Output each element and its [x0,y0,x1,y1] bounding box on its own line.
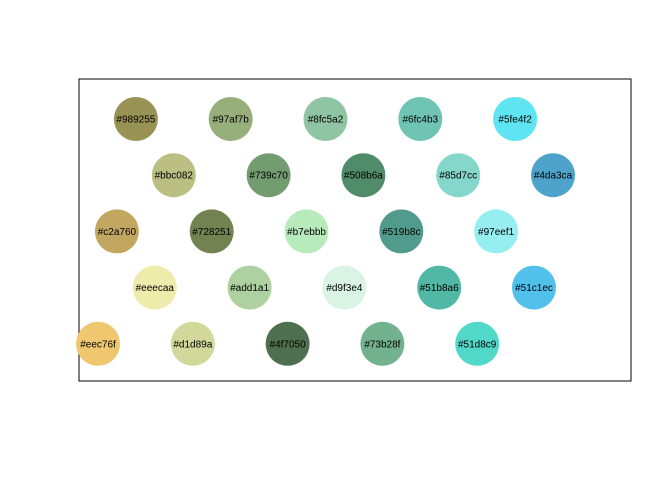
swatch-label: #d9f3e4 [326,283,363,294]
swatch-point [360,321,405,366]
swatch-label: #728251 [192,227,231,238]
swatch-point [113,97,158,141]
swatch-label: #85d7cc [439,171,477,182]
swatch-point [208,97,253,141]
swatch-label: #97af7b [213,115,250,126]
plot-frame [78,78,632,382]
swatch-label: #bbc082 [155,171,194,182]
swatch-label: #b7ebbb [287,227,326,238]
swatch-label: #97eef1 [478,227,515,238]
swatch-point [303,97,348,141]
swatch-point [76,321,120,366]
swatch-point [322,265,367,310]
swatch-label: #989255 [116,115,155,126]
swatch-point [474,209,519,254]
swatch-label: #51d8c9 [458,339,497,350]
swatch-point [379,209,424,254]
swatch-label: #51b8a6 [420,283,459,294]
swatch-point [265,321,310,366]
swatch-label: #73b28f [364,339,400,350]
swatch-label: #4f7050 [270,339,307,350]
swatch-point [512,265,556,310]
swatch-label: #d1d89a [173,339,212,350]
swatch-point [493,97,538,141]
swatch-marks: #989255 #97af7b #8fc5a2 #6fc4b3 #5fe4f2 #bbc0… [76,97,575,366]
swatch-point [94,209,139,254]
swatch-point [189,209,234,254]
swatch-label: #add1a1 [230,283,269,294]
swatch-point [227,265,272,310]
swatch-label: #739c70 [249,171,288,182]
swatch-point [531,153,575,198]
swatch-label: #eeecaa [136,283,175,294]
swatch-point [398,97,443,141]
swatch-label: #51c1ec [515,283,553,294]
swatch-point [455,321,500,366]
swatch-label: #5fe4f2 [498,115,532,126]
swatch-label: #519b8c [382,227,420,238]
swatch-point [170,321,215,366]
swatch-label: #c2a760 [98,227,137,238]
swatch-label: #eec76f [80,339,116,350]
swatch-point [436,153,481,198]
swatch-point [341,153,386,198]
swatch-label: #508b6a [344,171,383,182]
swatch-point [246,153,291,198]
swatch-label: #8fc5a2 [308,115,344,126]
swatch-point [417,265,462,310]
swatch-label: #4da3ca [534,171,573,182]
swatch-point [284,209,329,254]
swatch-point [151,153,196,198]
swatch-point [132,265,177,310]
swatch-label: #6fc4b3 [403,115,439,126]
